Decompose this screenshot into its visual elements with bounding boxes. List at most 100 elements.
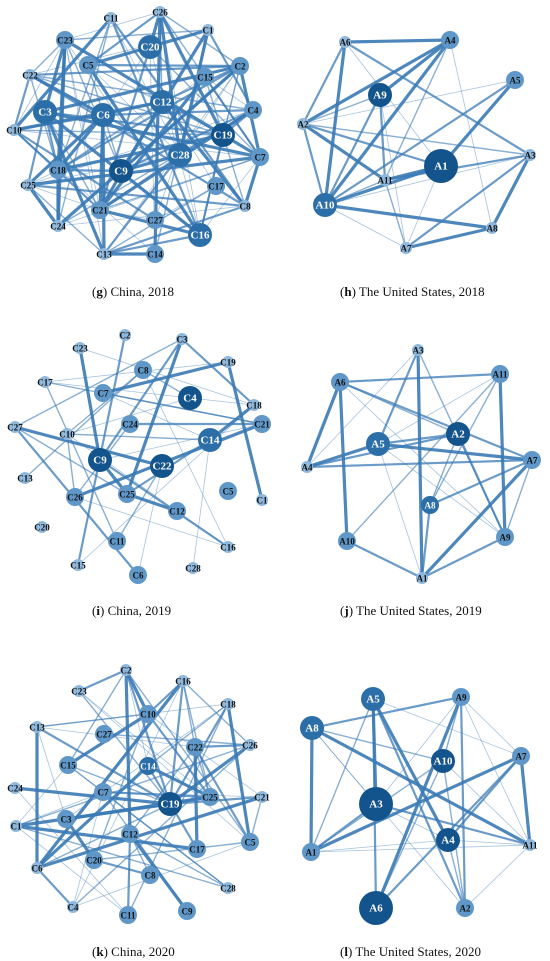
node-label: C10 xyxy=(140,710,156,720)
node-a5: A5 xyxy=(506,71,524,89)
node-a4: A4 xyxy=(301,461,313,473)
node-c27: C27 xyxy=(146,211,164,229)
edge xyxy=(310,726,532,847)
node-c18: C18 xyxy=(220,698,236,710)
edge xyxy=(44,381,255,406)
node-circle xyxy=(424,149,458,183)
node-label: C26 xyxy=(242,741,258,751)
node-label: A7 xyxy=(516,752,527,762)
edge xyxy=(301,40,347,126)
edge xyxy=(26,113,105,187)
edge xyxy=(99,154,181,211)
caption-g: (g) China, 2018 xyxy=(92,284,174,299)
edge xyxy=(67,669,127,766)
node-a11: A11 xyxy=(522,839,538,851)
edge xyxy=(442,760,531,846)
node-circle xyxy=(178,902,196,920)
node-circle xyxy=(94,384,112,402)
node-c4: C4 xyxy=(244,101,262,119)
edge xyxy=(13,786,172,806)
edge xyxy=(371,697,450,842)
node-c3: C3 xyxy=(176,333,188,345)
edge xyxy=(377,443,423,579)
edge xyxy=(57,156,261,227)
node-circle xyxy=(436,828,460,852)
network-china-2019: C2 C3 C23 C8 C19 C17 C7 C4 C18 C24 C27 C10 C14 C21 C9 C… xyxy=(7,329,271,584)
node-circle xyxy=(139,705,157,723)
node-label: C26 xyxy=(152,8,168,18)
node-c14: C14 xyxy=(146,245,164,263)
edge xyxy=(26,155,262,187)
node-label: C13 xyxy=(96,250,112,260)
node-circle xyxy=(79,56,97,74)
node-c5: C5 xyxy=(219,482,237,500)
node-a7: A7 xyxy=(400,242,412,254)
node-label: C14 xyxy=(147,250,163,260)
edge xyxy=(146,764,212,799)
edge xyxy=(36,703,229,728)
nodes: A6 A4 A9 A5 A2 A3 A1 A11 A10 A8 A7 xyxy=(297,31,536,254)
edge xyxy=(459,695,467,910)
edge xyxy=(102,153,182,256)
node-label: A8 xyxy=(425,501,436,511)
node-c4: C4 xyxy=(67,901,79,913)
edge xyxy=(102,791,263,798)
node-circle xyxy=(187,562,199,574)
node-c19: C19 xyxy=(158,792,182,816)
node-label: C12 xyxy=(169,507,185,517)
node-c3: C3 xyxy=(57,810,75,828)
node-circle xyxy=(73,685,85,697)
node-circle xyxy=(251,148,269,166)
edge xyxy=(13,39,66,131)
node-circle xyxy=(202,24,214,36)
edge xyxy=(137,465,163,576)
node-c8: C8 xyxy=(134,361,152,379)
node-a10: A10 xyxy=(431,749,455,773)
edge xyxy=(67,764,171,805)
node-c11: C11 xyxy=(103,12,119,24)
node-a3: A3 xyxy=(412,344,424,356)
node-label: C7 xyxy=(98,389,109,399)
edge xyxy=(338,372,502,384)
node-a6: A6 xyxy=(339,36,351,48)
edge xyxy=(305,442,380,469)
node-c28: C28 xyxy=(220,882,236,894)
node-c16: C16 xyxy=(220,541,236,553)
edge xyxy=(346,373,501,542)
node-c14: C14 xyxy=(139,757,157,775)
edge xyxy=(379,94,407,249)
node-circle xyxy=(201,788,219,806)
edge xyxy=(142,369,229,548)
node-label: C25 xyxy=(20,181,36,191)
edge xyxy=(101,360,230,395)
caption-l: (l) The United States, 2020 xyxy=(340,944,481,959)
node-circle xyxy=(524,839,536,851)
edge xyxy=(13,129,156,255)
node-label: A5 xyxy=(366,694,380,706)
node-label: C23 xyxy=(57,36,73,46)
caption-h: (h) The United States, 2018 xyxy=(340,284,485,299)
caption-k: (k) China, 2020 xyxy=(92,944,175,959)
node-label: A11 xyxy=(377,176,393,186)
node-c15: C15 xyxy=(196,68,214,86)
edge xyxy=(375,760,444,909)
node-c13: C13 xyxy=(29,721,45,733)
node-label: C6 xyxy=(96,110,110,122)
node-a4: A4 xyxy=(441,31,459,49)
node-label: C28 xyxy=(171,150,190,162)
edge xyxy=(15,764,69,827)
node-label: C19 xyxy=(214,130,233,142)
node-label: C5 xyxy=(245,838,256,848)
node-circle xyxy=(186,738,204,756)
node-c17: C17 xyxy=(188,840,206,858)
node-label: C23 xyxy=(71,687,87,697)
edge xyxy=(504,459,533,538)
edge xyxy=(302,79,516,125)
edge xyxy=(302,94,381,125)
node-label: C8 xyxy=(145,871,156,881)
node-circle xyxy=(139,757,157,775)
edge xyxy=(310,695,463,730)
edge xyxy=(376,348,420,446)
edge xyxy=(377,373,501,445)
node-circle xyxy=(121,825,139,843)
